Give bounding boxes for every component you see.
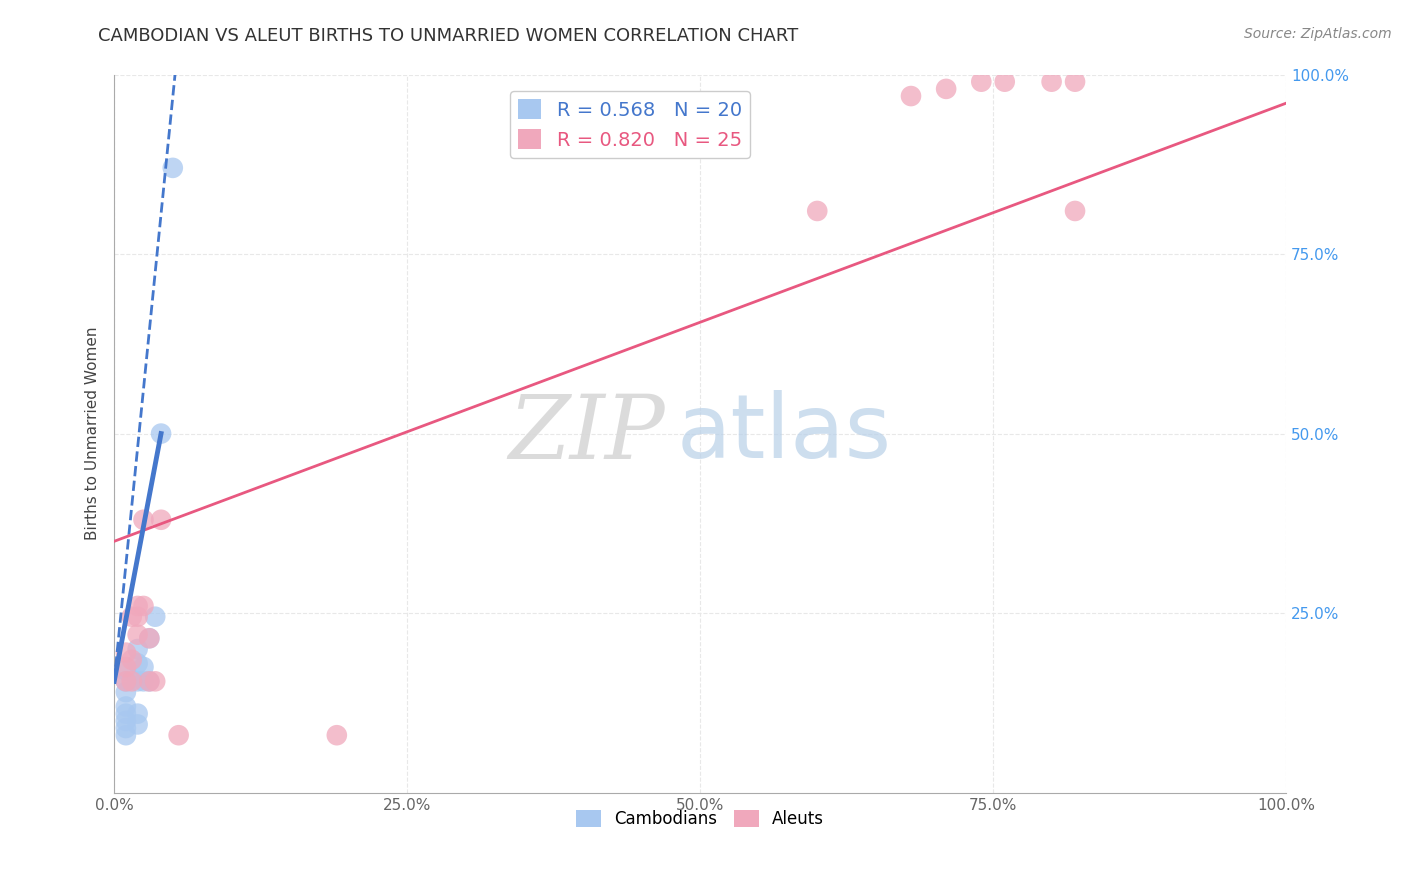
Point: [150, 426, 173, 441]
Point: [121, 674, 143, 689]
Point: [115, 685, 138, 699]
Point: [1064, 75, 1087, 89]
Point: [115, 674, 138, 689]
Point: [127, 628, 149, 642]
Point: [138, 674, 160, 689]
Point: [115, 714, 138, 728]
Point: [127, 674, 149, 689]
Point: [115, 660, 138, 674]
Point: [143, 609, 166, 624]
Point: [994, 75, 1017, 89]
Point: [326, 728, 349, 742]
Point: [121, 609, 143, 624]
Point: [127, 657, 149, 671]
Point: [127, 609, 149, 624]
Point: [127, 717, 149, 731]
Point: [115, 706, 138, 721]
Point: [127, 599, 149, 613]
Point: [115, 674, 138, 689]
Point: [970, 75, 993, 89]
Point: [138, 632, 160, 646]
Text: ZIP: ZIP: [509, 390, 665, 477]
Point: [132, 513, 155, 527]
Point: [806, 204, 828, 219]
Point: [138, 674, 160, 689]
Point: [143, 674, 166, 689]
Point: [900, 89, 922, 103]
Point: [127, 706, 149, 721]
Point: [1064, 204, 1087, 219]
Point: [138, 632, 160, 646]
Point: [115, 728, 138, 742]
Y-axis label: Births to Unmarried Women: Births to Unmarried Women: [86, 326, 100, 541]
Point: [127, 642, 149, 657]
Point: [121, 653, 143, 667]
Legend: Cambodians, Aleuts: Cambodians, Aleuts: [569, 803, 831, 835]
Text: atlas: atlas: [676, 390, 891, 477]
Point: [115, 646, 138, 660]
Point: [162, 161, 184, 175]
Point: [132, 660, 155, 674]
Point: [132, 599, 155, 613]
Point: [132, 674, 155, 689]
Point: [1040, 75, 1063, 89]
Text: Source: ZipAtlas.com: Source: ZipAtlas.com: [1244, 27, 1392, 41]
Point: [935, 82, 957, 96]
Point: [115, 721, 138, 735]
Point: [150, 513, 173, 527]
Point: [115, 699, 138, 714]
Point: [167, 728, 190, 742]
Point: [115, 664, 138, 678]
Text: CAMBODIAN VS ALEUT BIRTHS TO UNMARRIED WOMEN CORRELATION CHART: CAMBODIAN VS ALEUT BIRTHS TO UNMARRIED W…: [98, 27, 799, 45]
